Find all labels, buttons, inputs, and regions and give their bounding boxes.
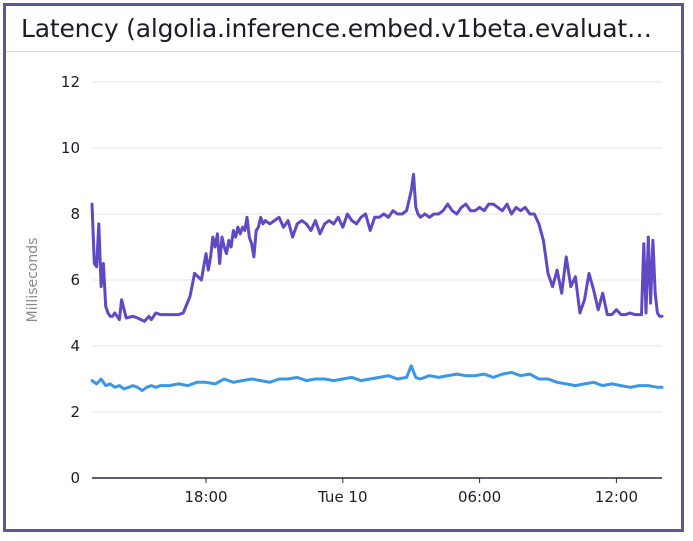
y-tick-label: 12 — [61, 73, 80, 91]
x-tick-label: 06:00 — [458, 488, 501, 506]
y-tick-label: 0 — [70, 469, 80, 487]
y-tick-label: 8 — [70, 205, 80, 223]
y-axis-title: Milliseconds — [25, 238, 41, 323]
series-line-2[interactable] — [90, 364, 664, 393]
y-tick-label: 10 — [61, 139, 80, 157]
y-tick-label: 4 — [70, 337, 80, 355]
y-tick-label: 2 — [70, 403, 80, 421]
y-tick-label: 6 — [70, 271, 80, 289]
x-tick-label: 12:00 — [595, 488, 638, 506]
chart-widget: Latency (algolia.inference.embed.v1beta.… — [3, 3, 684, 532]
x-tick-label: 18:00 — [184, 488, 227, 506]
x-tick-label: Tue 10 — [317, 488, 367, 506]
widget-header: Latency (algolia.inference.embed.v1beta.… — [6, 6, 681, 52]
series-line-1[interactable] — [90, 172, 664, 323]
